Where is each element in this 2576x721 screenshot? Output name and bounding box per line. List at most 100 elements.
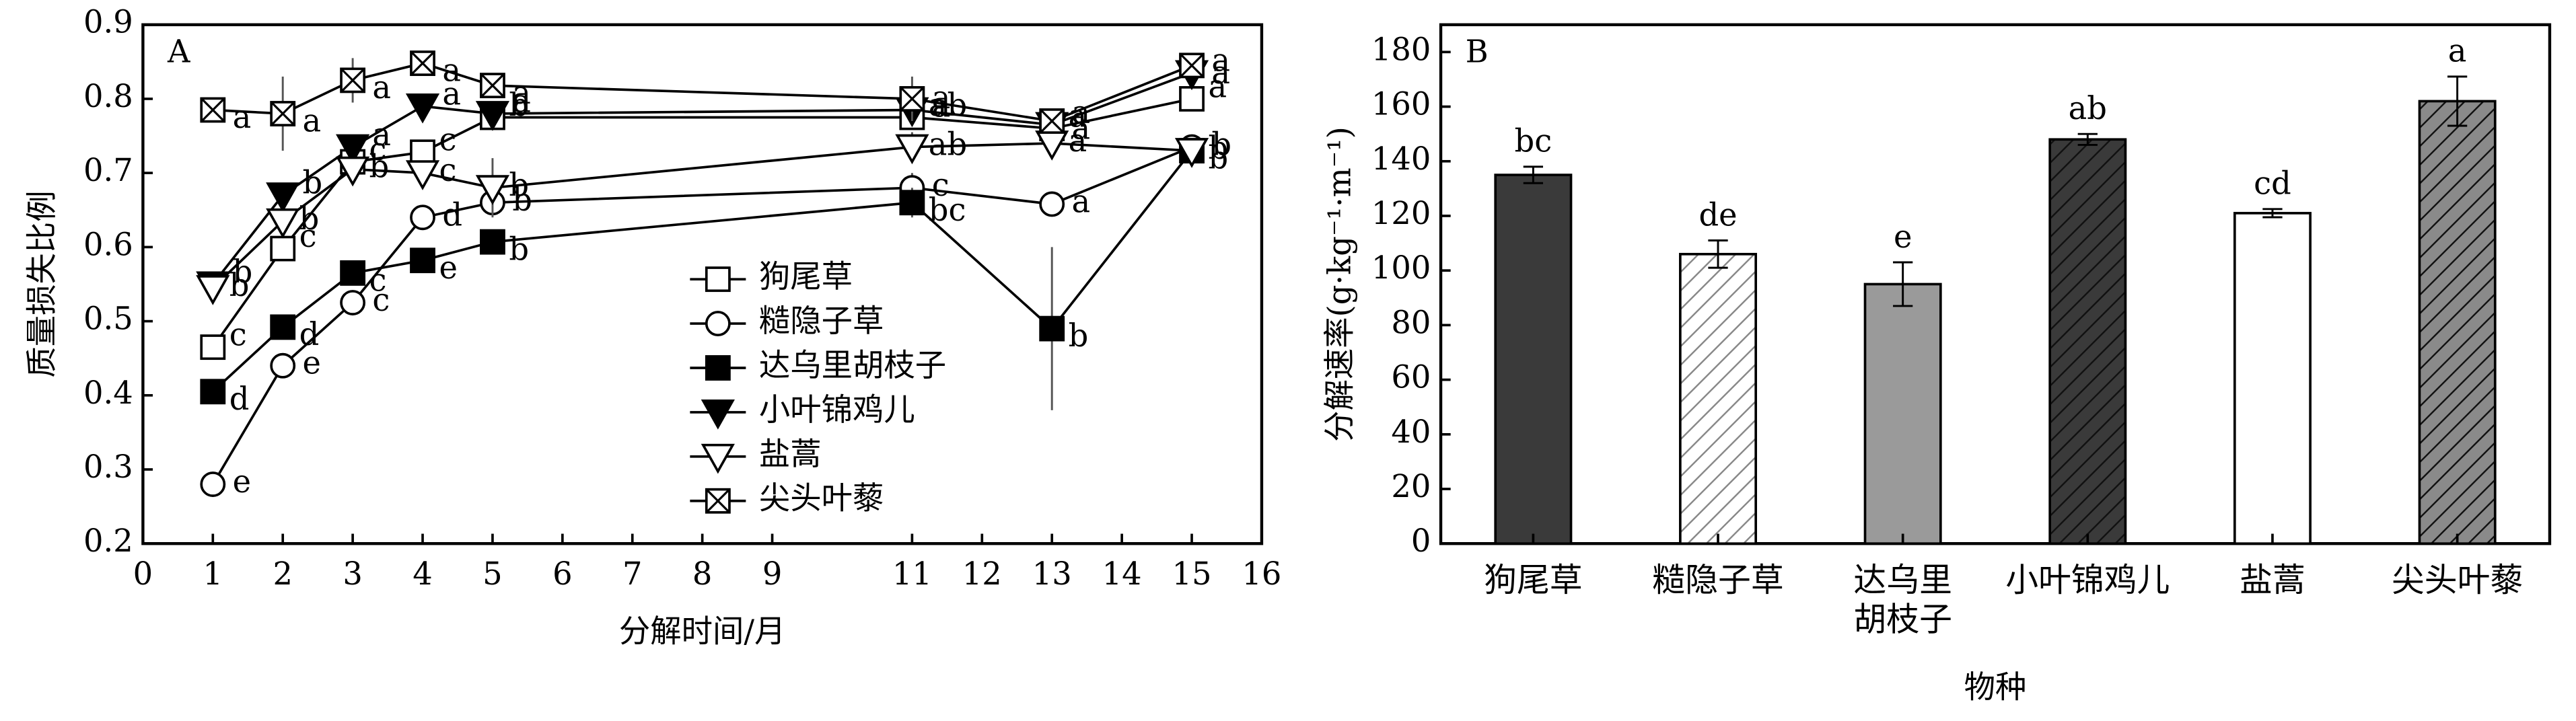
data-point [340, 67, 366, 93]
panel-label: A [167, 34, 190, 70]
significance-letter: a [442, 52, 461, 89]
plot-frame [1439, 23, 2552, 545]
marker-shape [336, 134, 370, 165]
marker-shape [701, 399, 735, 430]
y-tick-label: 160 [1371, 86, 1431, 122]
significance-letter: de [1698, 196, 1737, 233]
y-tick-label: 0.7 [83, 152, 133, 188]
data-point [410, 204, 435, 231]
x-tick-label: 13 [1032, 556, 1072, 592]
data-point [266, 182, 300, 213]
significance-letter: c [369, 131, 387, 167]
data-point [1039, 315, 1065, 342]
data-point [475, 101, 510, 131]
significance-letter: a [1072, 94, 1091, 130]
marker-shape [270, 352, 296, 379]
data-point [410, 50, 435, 76]
y-tick-label: 100 [1371, 250, 1431, 286]
x-tick-label-box: 糙隐子草 [1652, 560, 1784, 600]
legend-label: 小叶锦鸡儿 [759, 391, 915, 428]
error-bar [1893, 261, 1913, 307]
significance-letter: b [1208, 140, 1228, 176]
error-bar [2077, 132, 2098, 146]
marker-shape [475, 175, 510, 205]
bar [1679, 252, 1757, 545]
significance-letter: ab [929, 87, 967, 123]
y-tick-label: 140 [1371, 141, 1431, 177]
significance-letter: b [1069, 317, 1089, 354]
error-bar [2262, 208, 2283, 219]
significance-letter: ab [929, 126, 967, 163]
data-point [410, 139, 435, 165]
marker-shape [336, 156, 370, 187]
y-tick-label: 0.4 [83, 375, 133, 411]
y-tick-label: 180 [1371, 31, 1431, 67]
x-tick-label: 6 [552, 556, 573, 592]
significance-letter: d [299, 316, 320, 352]
x-tick-label: 9 [762, 556, 783, 592]
x-tick-label: 3 [343, 556, 363, 592]
data-point [480, 73, 505, 99]
panel-label: B [1466, 34, 1489, 70]
x-tick-label-box: 尖头叶藜 [2392, 560, 2523, 600]
marker-shape [340, 290, 366, 315]
significance-letter: a [233, 99, 252, 135]
data-point [340, 260, 366, 286]
data-point [336, 156, 370, 187]
significance-letter: b [509, 87, 529, 123]
x-axis-label: 分解时间/月 [619, 613, 786, 649]
x-axis-label: 物种 [1964, 669, 2027, 705]
marker-shape [340, 260, 366, 286]
significance-letter: a [512, 83, 531, 119]
data-point [266, 208, 300, 239]
marker-shape [340, 68, 365, 93]
x-tick-label: 5 [482, 556, 503, 592]
y-tick-label: 0 [1411, 523, 1431, 559]
bar [2048, 138, 2127, 545]
significance-letter: d [229, 381, 250, 417]
significance-letter: b [1211, 126, 1231, 163]
x-tick-label: 盐蒿 [2240, 560, 2305, 600]
y-tick-label: 20 [1391, 468, 1431, 504]
significance-letter: bc [1515, 123, 1552, 159]
marker-shape [200, 334, 226, 360]
data-point [196, 275, 230, 305]
legend-marker [705, 311, 731, 336]
marker-shape [705, 488, 731, 513]
marker-shape [271, 101, 295, 126]
marker-shape [705, 311, 731, 336]
significance-letter: c [372, 282, 390, 318]
data-point [200, 97, 226, 123]
marker-shape [900, 86, 925, 112]
marker-shape [475, 101, 510, 131]
y-tick-label: 0.3 [83, 449, 133, 485]
significance-letter: b [369, 149, 390, 185]
significance-letter: e [439, 250, 457, 286]
data-point [340, 290, 366, 315]
data-point [895, 134, 929, 165]
bar [2233, 212, 2312, 545]
significance-letter: b [509, 167, 529, 203]
data-point [405, 93, 440, 124]
marker-shape [1174, 138, 1209, 168]
significance-letter: e [1894, 219, 1912, 255]
significance-letter: c [439, 122, 456, 158]
marker-shape [270, 235, 296, 262]
data-point [480, 229, 505, 255]
data-point [899, 86, 925, 112]
marker-shape [701, 443, 735, 474]
marker-shape [480, 229, 505, 255]
significance-letter: a [1072, 183, 1091, 219]
y-tick-label: 0.9 [83, 4, 133, 40]
legend-label: 狗尾草 [759, 258, 853, 295]
legend-label: 盐蒿 [759, 436, 822, 472]
significance-letter: b [229, 267, 250, 303]
marker-shape [705, 355, 731, 381]
significance-letter: c [369, 262, 387, 299]
significance-letter: bc [929, 192, 966, 228]
marker-shape [200, 471, 226, 497]
x-tick-label: 4 [413, 556, 433, 592]
legend-label: 达乌里胡枝子 [759, 347, 946, 383]
significance-letter: a [1211, 54, 1230, 91]
x-tick-label: 糙隐子草 [1652, 560, 1784, 600]
